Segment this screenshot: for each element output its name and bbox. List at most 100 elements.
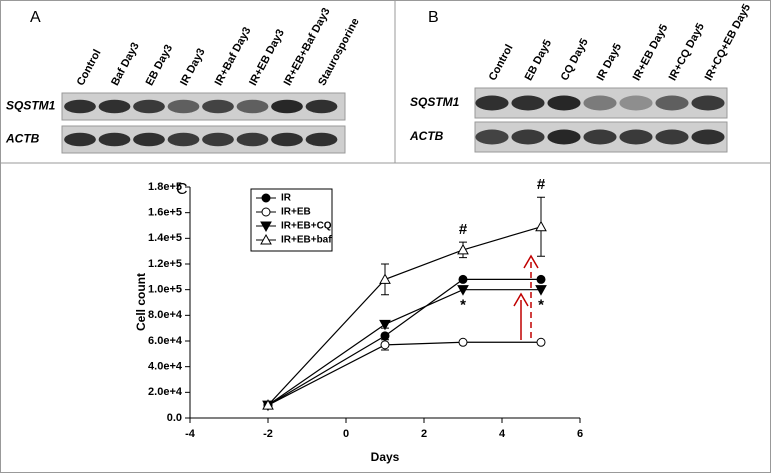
band (691, 95, 725, 111)
marker (536, 274, 546, 284)
marker (535, 220, 547, 232)
y-tick-label: 1.2e+5 (148, 258, 182, 270)
lane-label: IR Day5 (595, 42, 625, 83)
lane-label: IR+CQ+EB Day5 (703, 2, 753, 83)
x-tick-label: -4 (185, 428, 196, 440)
arrow-head (513, 292, 529, 307)
row-label: SQSTM1 (410, 95, 460, 109)
x-tick-label: 2 (421, 428, 427, 440)
band (64, 99, 96, 114)
band (547, 95, 581, 111)
row-label: ACTB (409, 129, 444, 143)
annotation: * (460, 297, 466, 314)
band (619, 95, 653, 111)
legend-marker (260, 221, 272, 233)
row-label: ACTB (5, 132, 40, 146)
legend-marker (260, 233, 272, 245)
x-axis-title: Days (371, 450, 400, 464)
marker (458, 274, 468, 284)
arrow-head (523, 254, 539, 269)
series-line (267, 289, 541, 406)
band (583, 95, 617, 111)
band (133, 99, 165, 114)
lane-label: IR+EB Day5 (631, 22, 671, 82)
x-tick-label: 4 (499, 428, 506, 440)
chart: Days Cell count 0.0 2.0e+4 4.0e+4 6.0e+4 8.0… (134, 176, 583, 464)
marker (380, 331, 390, 341)
y-tick-label: 2.0e+4 (148, 386, 183, 398)
band (655, 129, 689, 145)
panel-label: C (176, 181, 188, 198)
blot-panel: Control EB Day5 CQ Day5 IR Day5 IR+EB Day5IR… (409, 2, 753, 153)
lane-label: EB Day5 (523, 38, 555, 83)
band (98, 132, 131, 147)
x-tick-label: 0 (343, 428, 349, 440)
marker (262, 399, 274, 410)
blot-panel: Control Baf Day3 EB Day3 IR Day3 IR+Baf Day3… (5, 6, 362, 154)
lane-label: IR+CQ Day5 (667, 21, 707, 83)
lane-label: EB Day3 (144, 43, 176, 88)
marker (458, 337, 468, 347)
band (133, 132, 165, 147)
legend-label: IR (281, 193, 292, 204)
marker (379, 273, 391, 284)
y-tick-label: 1.0e+5 (148, 284, 182, 296)
band (691, 129, 725, 145)
annotation: # (459, 221, 468, 238)
band (98, 99, 131, 114)
band (167, 132, 200, 147)
marker (535, 285, 547, 296)
legend-marker (261, 207, 271, 217)
band (167, 99, 200, 114)
y-tick-label: 1.4e+5 (148, 232, 182, 244)
lane-label: Baf Day3 (109, 41, 142, 88)
band (475, 95, 509, 111)
band (619, 129, 653, 145)
band (547, 129, 581, 145)
x-tick-label: 6 (577, 428, 583, 440)
band (202, 99, 234, 114)
band (511, 95, 545, 111)
series-line (267, 226, 542, 406)
legend-label: IR+EB+baf (281, 235, 332, 246)
annotation: * (538, 297, 544, 314)
y-tick-label: 1.8e+5 (148, 181, 182, 193)
panel-label: A (30, 9, 41, 26)
marker (536, 337, 546, 347)
legend-label: IR+EB (281, 207, 311, 218)
annotation: # (537, 176, 546, 193)
band (655, 95, 689, 111)
band (236, 132, 269, 147)
x-tick-label: -2 (263, 428, 273, 440)
band (305, 132, 338, 147)
lane-label: Control (487, 43, 516, 83)
lane-label: IR+Baf Day3 (213, 25, 254, 88)
row-label: SQSTM1 (6, 99, 56, 113)
panel-label: B (428, 9, 439, 26)
y-tick-label: 6.0e+4 (148, 335, 183, 347)
band (511, 129, 545, 145)
series-line (267, 341, 541, 406)
marker (379, 319, 391, 331)
band (236, 99, 269, 114)
y-tick-label: 1.6e+5 (148, 207, 182, 219)
band (202, 132, 234, 147)
y-tick-label: 0.0 (167, 412, 182, 424)
marker (380, 340, 390, 350)
y-axis-title: Cell count (134, 273, 148, 331)
band (475, 129, 509, 145)
y-tick-label: 8.0e+4 (148, 309, 183, 321)
marker (457, 285, 469, 296)
marker (457, 243, 469, 255)
lane-label: Control (75, 48, 104, 88)
lane-label: CQ Day5 (559, 37, 591, 83)
band (583, 129, 617, 145)
band (271, 99, 303, 114)
band (305, 99, 338, 114)
legend-marker (261, 193, 271, 203)
band (271, 132, 303, 147)
legend-label: IR+EB+CQ (281, 221, 332, 232)
y-tick-label: 4.0e+4 (148, 361, 183, 373)
lane-label: IR Day3 (178, 47, 208, 88)
